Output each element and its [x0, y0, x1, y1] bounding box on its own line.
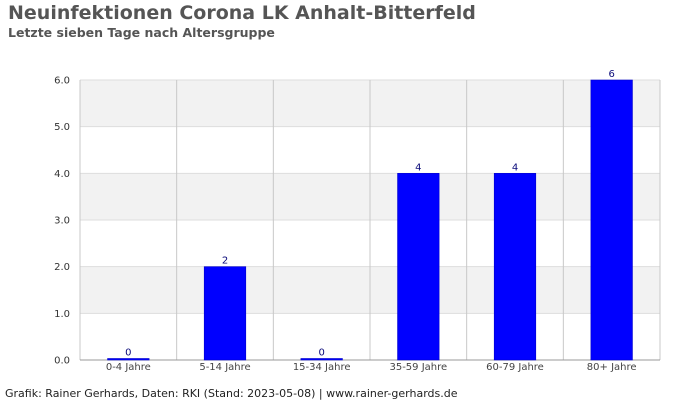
y-tick-label: 4.0 [54, 169, 70, 180]
bar [493, 173, 537, 361]
x-tick-label: 0-4 Jahre [106, 362, 151, 373]
gridlines [79, 79, 661, 361]
data-label: 6 [608, 69, 614, 80]
x-tick-label: 15-34 Jahre [293, 362, 351, 373]
chart-title: Neuinfektionen Corona LK Anhalt-Bitterfe… [8, 2, 476, 24]
y-tick-label: 1.0 [54, 309, 70, 320]
x-tick-label: 80+ Jahre [587, 362, 637, 373]
bar [590, 79, 633, 361]
y-tick-label: 2.0 [54, 262, 70, 273]
data-label: 4 [512, 162, 518, 173]
chart-subtitle: Letzte sieben Tage nach Altersgruppe [8, 25, 275, 40]
data-label: 0 [318, 348, 324, 359]
data-label: 4 [415, 162, 421, 173]
bar [203, 266, 247, 361]
data-label: 2 [222, 256, 228, 267]
bar [107, 358, 150, 361]
bar [300, 358, 343, 361]
bars [107, 79, 633, 361]
labels: 0.0 1.0 2.0 3.0 4.0 5.0 6.0 0 0-4 Jahre 2 5-14 Jah… [54, 69, 636, 373]
y-tick-label: 3.0 [54, 216, 70, 227]
y-tick-label: 0.0 [54, 356, 70, 367]
x-tick-label: 35-59 Jahre [389, 362, 447, 373]
chart-footer: Grafik: Rainer Gerhards, Daten: RKI (Sta… [5, 387, 458, 400]
data-label: 0 [125, 348, 131, 359]
x-tick-label: 5-14 Jahre [199, 362, 250, 373]
y-tick-label: 5.0 [54, 122, 70, 133]
x-tick-label: 60-79 Jahre [486, 362, 544, 373]
bar [397, 173, 440, 361]
y-tick-label: 6.0 [54, 76, 70, 87]
